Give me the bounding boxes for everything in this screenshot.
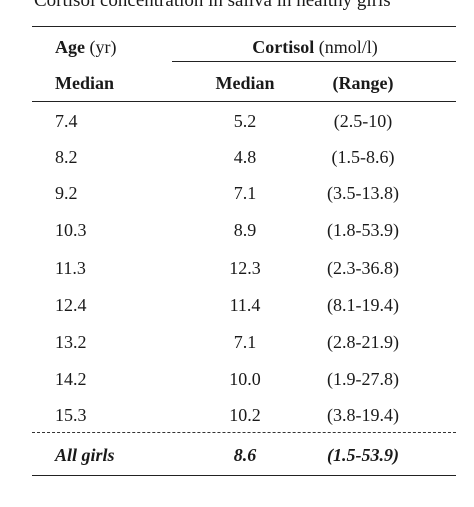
- age-median-header: Median: [55, 73, 115, 93]
- total-median: 8.6: [233, 445, 257, 465]
- age-header: Age (yr): [55, 36, 116, 58]
- table-caption: Cortisol concentration in saliva in heal…: [34, 0, 391, 11]
- age-cell: 13.2: [55, 332, 87, 352]
- age-header-label: Age: [55, 37, 85, 57]
- median-cell: 10.0: [229, 369, 261, 389]
- range-cell: (8.1-19.4): [327, 295, 399, 315]
- age-cell: 9.2: [55, 183, 78, 203]
- age-cell: 8.2: [55, 147, 78, 167]
- age-header-unit: (yr): [89, 37, 117, 57]
- age-cell: 10.3: [55, 220, 87, 240]
- median-cell: 12.3: [229, 258, 261, 278]
- cortisol-median-header: Median: [215, 73, 275, 93]
- table-row: 13.2 7.1 (2.8-21.9): [0, 331, 474, 367]
- median-cell: 10.2: [229, 405, 261, 425]
- median-cell: 5.2: [233, 111, 257, 131]
- total-row: All girls 8.6 (1.5-53.9): [0, 444, 474, 480]
- age-cell: 12.4: [55, 295, 87, 315]
- total-separator-rule: [32, 432, 456, 433]
- range-cell: (3.5-13.8): [327, 183, 399, 203]
- table-row: 8.2 4.8 (1.5-8.6): [0, 146, 474, 182]
- cortisol-range-header: (Range): [332, 73, 394, 93]
- table-row: 10.3 8.9 (1.8-53.9): [0, 219, 474, 255]
- range-cell: (2.3-36.8): [327, 258, 399, 278]
- median-cell: 7.1: [233, 332, 257, 352]
- median-cell: 4.8: [233, 147, 257, 167]
- table-row: 12.4 11.4 (8.1-19.4): [0, 294, 474, 330]
- table-row: 15.3 10.2 (3.8-19.4): [0, 404, 474, 440]
- median-cell: 8.9: [233, 220, 257, 240]
- range-cell: (2.5-10): [333, 111, 393, 131]
- range-cell: (1.8-53.9): [327, 220, 399, 240]
- range-cell: (3.8-19.4): [327, 405, 399, 425]
- cortisol-header: Cortisol (nmol/l): [190, 36, 440, 58]
- cortisol-header-label: Cortisol: [252, 37, 315, 57]
- header-bottom-rule: [32, 101, 456, 102]
- range-cell: (2.8-21.9): [327, 332, 399, 352]
- total-label: All girls: [55, 445, 115, 465]
- median-cell: 7.1: [233, 183, 257, 203]
- age-cell: 7.4: [55, 111, 78, 131]
- table-row: 14.2 10.0 (1.9-27.8): [0, 368, 474, 404]
- table-row: 11.3 12.3 (2.3-36.8): [0, 257, 474, 293]
- table-top-rule: [32, 26, 456, 27]
- cortisol-header-unit: (nmol/l): [318, 37, 378, 57]
- age-cell: 11.3: [55, 258, 86, 278]
- age-cell: 15.3: [55, 405, 87, 425]
- range-cell: (1.9-27.8): [327, 369, 399, 389]
- range-cell: (1.5-8.6): [331, 147, 395, 167]
- table-row: 9.2 7.1 (3.5-13.8): [0, 182, 474, 218]
- median-cell: 11.4: [229, 295, 261, 315]
- total-range: (1.5-53.9): [327, 445, 399, 465]
- table-row: 7.4 5.2 (2.5-10): [0, 110, 474, 146]
- age-cell: 14.2: [55, 369, 87, 389]
- table-bottom-rule: [32, 475, 456, 476]
- cortisol-subheader-rule: [172, 61, 456, 62]
